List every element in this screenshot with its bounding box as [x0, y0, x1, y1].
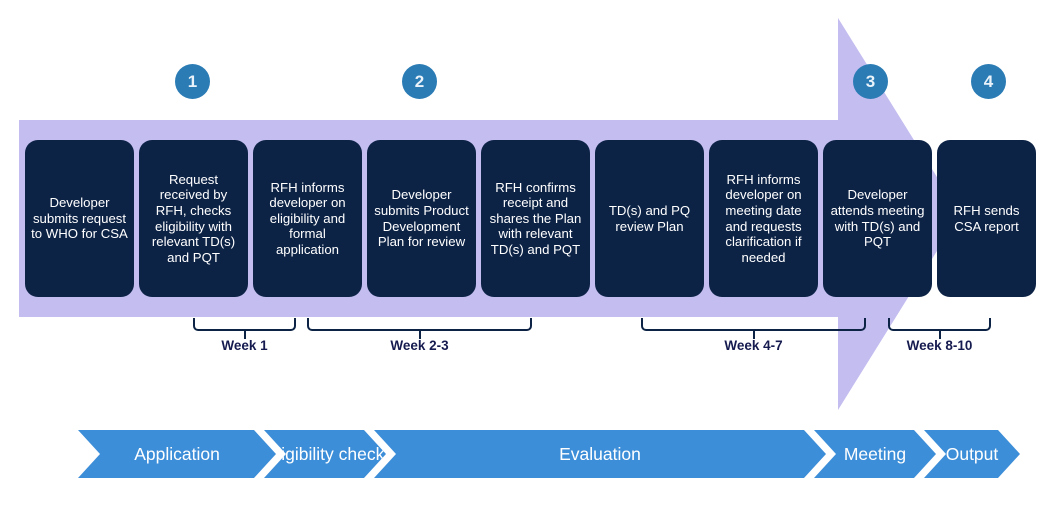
process-step-box-4: Developer submits Product Development Pl…	[367, 140, 476, 297]
step-marker-3-number: 3	[865, 72, 876, 91]
step-marker-4-number: 4	[983, 72, 994, 91]
step-marker-2-number: 2	[414, 72, 425, 91]
week-bracket-4	[888, 318, 991, 331]
step-marker-3: 3	[853, 64, 888, 99]
week-bracket-stem-1	[243, 331, 246, 339]
phase-label-output: Output	[945, 443, 999, 464]
step-marker-1-number: 1	[187, 72, 198, 91]
process-step-text-4: Developer submits Product Development Pl…	[374, 187, 469, 250]
phase-label-eligibility-check: Eligibility check	[265, 443, 385, 464]
week-label-4: Week 8-10	[906, 338, 973, 353]
process-step-text-6: TD(s) and PQ review Plan	[608, 202, 691, 234]
phase-chevron-bar: Application Eligibility check Evaluation…	[78, 430, 1020, 478]
step-marker-2: 2	[402, 64, 437, 99]
process-step-box-2: Request received by RFH, checks eligibil…	[139, 140, 248, 297]
phase-chevron-eligibility-check[interactable]: Eligibility check	[264, 430, 386, 478]
process-step-box-3: RFH informs developer on eligibility and…	[253, 140, 362, 297]
process-step-text-5: RFH confirms receipt and shares the Plan…	[489, 179, 582, 257]
process-step-text-9: RFH sends CSA report	[953, 202, 1020, 234]
process-step-box-6: TD(s) and PQ review Plan	[595, 140, 704, 297]
step-marker-4: 4	[971, 64, 1006, 99]
phase-chevron-output[interactable]: Output	[924, 430, 1020, 478]
phase-label-evaluation: Evaluation	[559, 443, 641, 464]
week-bracket-stem-3	[752, 331, 755, 339]
week-bracket-stem-2	[418, 331, 421, 339]
phase-chevron-evaluation[interactable]: Evaluation	[374, 430, 826, 478]
process-step-box-8: Developer attends meeting with TD(s) and…	[823, 140, 932, 297]
process-step-text-7: RFH informs developer on meeting date an…	[725, 171, 802, 265]
phase-label-application: Application	[134, 443, 220, 464]
week-label-2: Week 2-3	[390, 338, 449, 353]
week-label-1: Week 1	[221, 338, 268, 353]
process-step-box-7: RFH informs developer on meeting date an…	[709, 140, 818, 297]
process-step-text-8: Developer attends meeting with TD(s) and…	[830, 187, 925, 250]
week-bracket-3	[641, 318, 866, 331]
week-bracket-1	[193, 318, 296, 331]
week-bracket-2	[307, 318, 532, 331]
week-label-3: Week 4-7	[724, 338, 783, 353]
process-step-box-9: RFH sends CSA report	[937, 140, 1036, 297]
process-step-box-5: RFH confirms receipt and shares the Plan…	[481, 140, 590, 297]
phase-chevron-meeting[interactable]: Meeting	[814, 430, 936, 478]
process-step-box-1: Developer submits request to WHO for CSA	[25, 140, 134, 297]
process-step-text-1: Developer submits request to WHO for CSA	[31, 195, 128, 242]
phase-label-meeting: Meeting	[843, 443, 907, 464]
step-marker-1: 1	[175, 64, 210, 99]
process-step-text-2: Request received by RFH, checks eligibil…	[151, 171, 236, 265]
process-step-text-3: RFH informs developer on eligibility and…	[269, 179, 346, 257]
phase-chevron-application[interactable]: Application	[78, 430, 276, 478]
week-bracket-stem-4	[938, 331, 941, 339]
